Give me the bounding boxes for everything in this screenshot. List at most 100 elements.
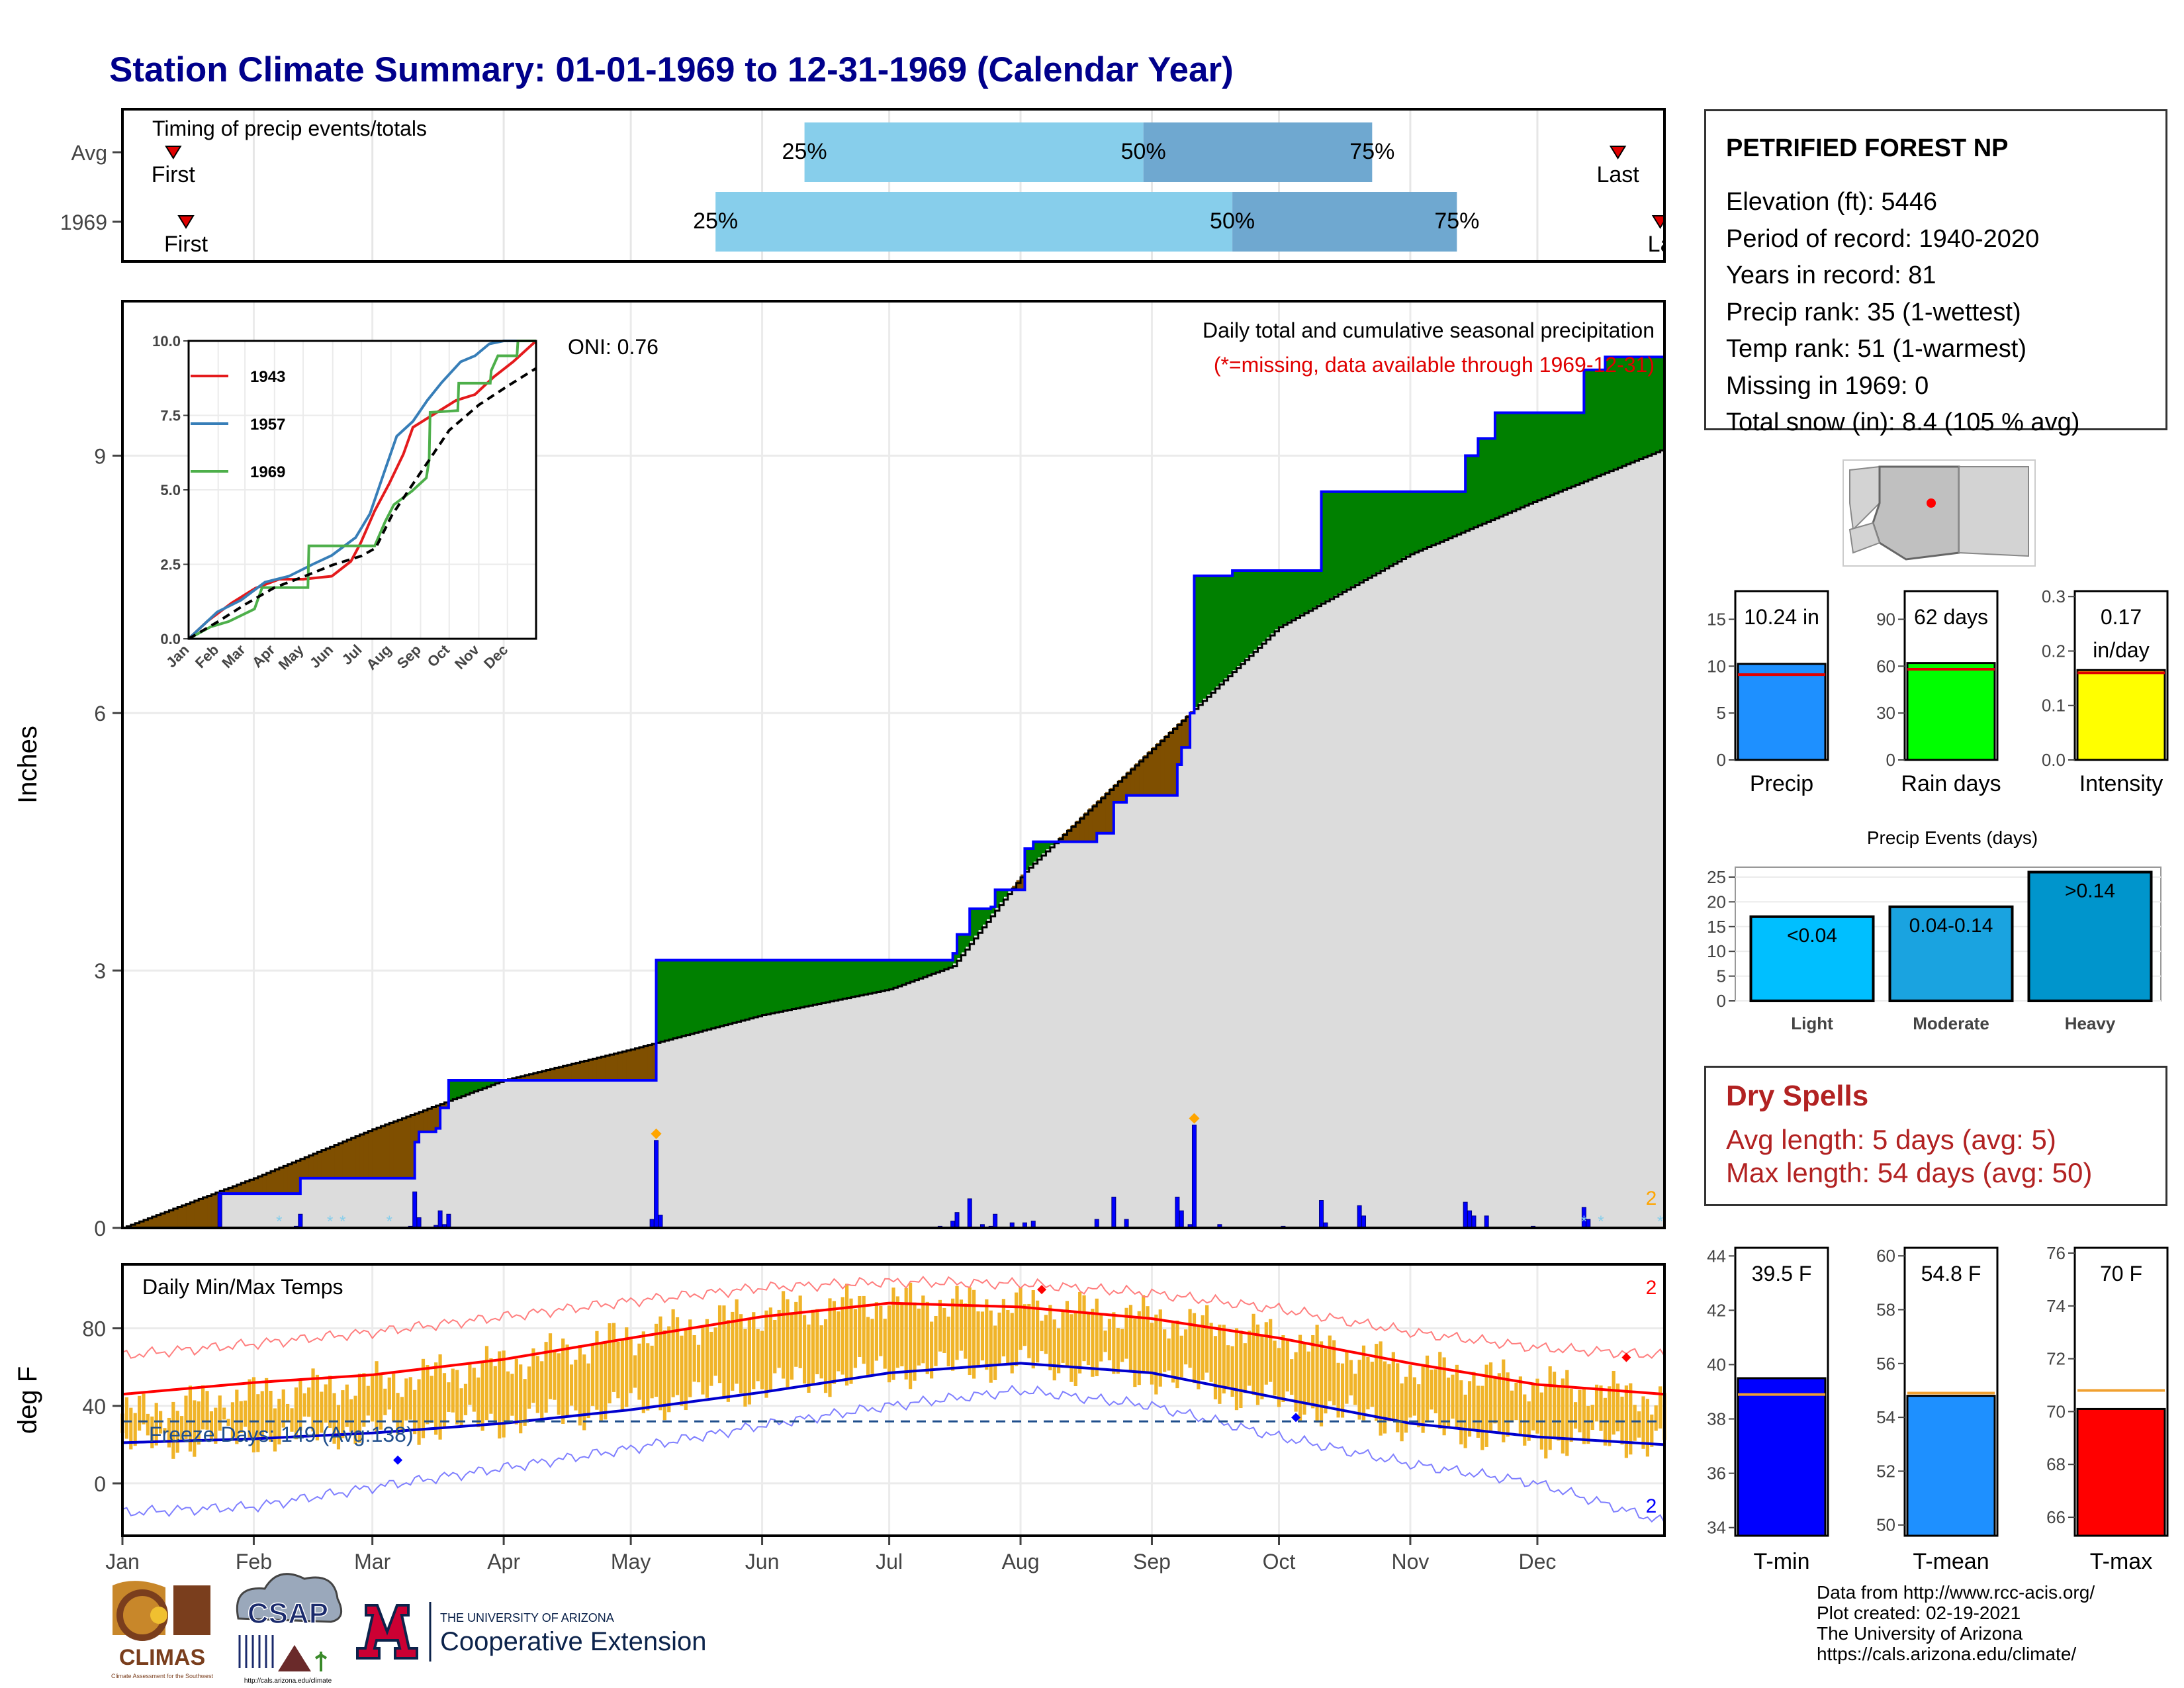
precip-deficit-fill: [1067, 829, 1072, 842]
temp-daily-range-bar: [853, 1309, 857, 1368]
temp-daily-range-bar: [1535, 1378, 1539, 1434]
precip-surplus-fill: [1596, 369, 1602, 476]
temp-daily-range-bar: [175, 1411, 179, 1453]
inset-ytick-label: 2.5: [160, 557, 181, 573]
precip-deficit-fill: [440, 1103, 445, 1108]
temp-daily-range-bar: [311, 1368, 315, 1432]
temp-daily-range-bar: [171, 1401, 175, 1459]
precip-deficit-fill: [232, 1185, 238, 1194]
temp-daily-range-bar: [1218, 1325, 1222, 1404]
month-label: Aug: [1002, 1550, 1040, 1573]
temp-daily-range-bar: [1311, 1335, 1315, 1409]
precip-deficit-fill: [398, 1119, 403, 1178]
temp-daily-range-bar: [557, 1353, 561, 1415]
precip-surplus-fill: [1261, 571, 1267, 642]
temp-daily-range-bar: [773, 1319, 777, 1374]
temp-daily-range-bar: [180, 1416, 184, 1440]
temp-daily-range-bar: [1645, 1399, 1649, 1457]
precip-surplus-fill: [469, 1080, 475, 1092]
summary-intensity-bar: [2076, 669, 2166, 761]
temp-daily-range-bar: [1044, 1315, 1048, 1354]
precip-daily-bar: [217, 1193, 222, 1229]
temp-daily-range-bar: [1273, 1340, 1277, 1396]
temp-daily-range-bar: [498, 1351, 502, 1439]
precip-deficit-fill: [199, 1198, 204, 1228]
precip-surplus-fill: [1545, 412, 1551, 496]
map-state-shape: [1849, 465, 1880, 532]
precip-deficit-fill: [304, 1156, 310, 1178]
precip-surplus-fill: [762, 960, 767, 1015]
temp-daily-range-bar: [1472, 1372, 1476, 1429]
precip-deficit-fill: [432, 1106, 437, 1132]
temp-daily-range-bar: [1086, 1313, 1091, 1366]
precip-surplus-fill: [961, 934, 966, 953]
temp-daily-range-bar: [1124, 1307, 1128, 1359]
precip-surplus-fill: [715, 960, 721, 1027]
precip-surplus-fill: [1351, 491, 1356, 586]
precip-surplus-fill: [1033, 841, 1038, 862]
temp-daily-range-bar: [1328, 1335, 1332, 1401]
temp-t-mean-value-label: 54.8 F: [1921, 1262, 1981, 1286]
precip-surplus-fill: [1592, 369, 1598, 477]
temp-daily-range-bar: [756, 1329, 760, 1382]
temp-daily-range-bar: [760, 1331, 764, 1389]
temp-daily-range-bar: [430, 1376, 433, 1423]
precip-surplus-fill: [1376, 491, 1381, 573]
summary-rain-days-name: Rain days: [1901, 771, 2001, 796]
temp-daily-range-bar: [1006, 1310, 1010, 1365]
precip-deficit-fill: [1063, 833, 1068, 842]
temp-daily-range-bar: [531, 1348, 535, 1403]
precip-surplus-fill: [974, 908, 979, 936]
timing-bar-25-50: [715, 192, 1233, 252]
temp-daily-range-bar: [1264, 1322, 1268, 1385]
precip-surplus-fill: [453, 1080, 458, 1099]
precip-deficit-fill: [317, 1150, 322, 1178]
temp-daily-range-bar: [1205, 1305, 1209, 1373]
temp-daily-range-bar: [290, 1408, 294, 1432]
precip-surplus-fill: [1563, 412, 1568, 489]
month-label: Jul: [876, 1550, 903, 1573]
temp-t-mean-ytick-label: 56: [1876, 1354, 1895, 1374]
summary-precip-ytick-label: 10: [1707, 656, 1726, 676]
precip-surplus-fill: [1275, 571, 1280, 630]
temp-daily-range-bar: [302, 1393, 306, 1417]
precip-deficit-fill: [563, 1065, 568, 1081]
precip-deficit-fill: [1160, 739, 1165, 796]
temp-daily-range-bar: [608, 1323, 612, 1404]
precip-deficit-fill: [287, 1163, 293, 1194]
precip-deficit-fill: [525, 1074, 530, 1081]
summary-intensity-ytick-label: 0.3: [2042, 586, 2066, 606]
credit-line: Plot created: 02-19-2021: [1817, 1603, 2021, 1623]
temp-daily-range-bar: [1277, 1348, 1281, 1407]
temp-daily-range-bar: [1565, 1370, 1569, 1456]
temp-daily-range-bar: [633, 1355, 637, 1388]
temp-daily-range-bar: [1103, 1330, 1107, 1352]
precip-surplus-fill: [1414, 491, 1420, 552]
temp-daily-range-bar: [574, 1360, 578, 1411]
temp-daily-range-bar: [1192, 1313, 1197, 1383]
temp-t-min-ytick-label: 36: [1707, 1464, 1726, 1483]
temp-daily-range-bar: [480, 1361, 484, 1431]
summary-intensity-ytick-label: 0.0: [2042, 750, 2066, 770]
temp-t-max-bar: [2076, 1407, 2166, 1537]
precip-surplus-fill: [686, 960, 691, 1035]
temp-daily-range-bar: [1213, 1336, 1218, 1399]
timing-pct-label: 50%: [1121, 139, 1166, 164]
precip-surplus-fill: [1402, 491, 1407, 558]
timing-pct-label: 25%: [693, 209, 738, 234]
temp-daily-range-bar: [1370, 1362, 1374, 1407]
temp-t-mean-ytick-label: 60: [1876, 1246, 1895, 1266]
temp-daily-range-bar: [1248, 1331, 1251, 1386]
precip-surplus-fill: [681, 960, 686, 1036]
precip-surplus-fill: [1554, 412, 1559, 493]
precip-daily-bar: [1467, 1210, 1473, 1229]
precip-surplus-fill: [1550, 412, 1555, 494]
temp-daily-range-bar: [743, 1329, 747, 1407]
precip-surplus-fill: [1469, 455, 1475, 528]
temp-daily-range-bar: [921, 1295, 925, 1364]
precip-deficit-fill: [236, 1184, 242, 1194]
precip-surplus-fill: [927, 960, 933, 975]
temp-daily-range-bar: [1383, 1361, 1387, 1434]
timing-marker-icon: [177, 215, 195, 229]
temp-daily-range-bar: [1243, 1343, 1247, 1393]
